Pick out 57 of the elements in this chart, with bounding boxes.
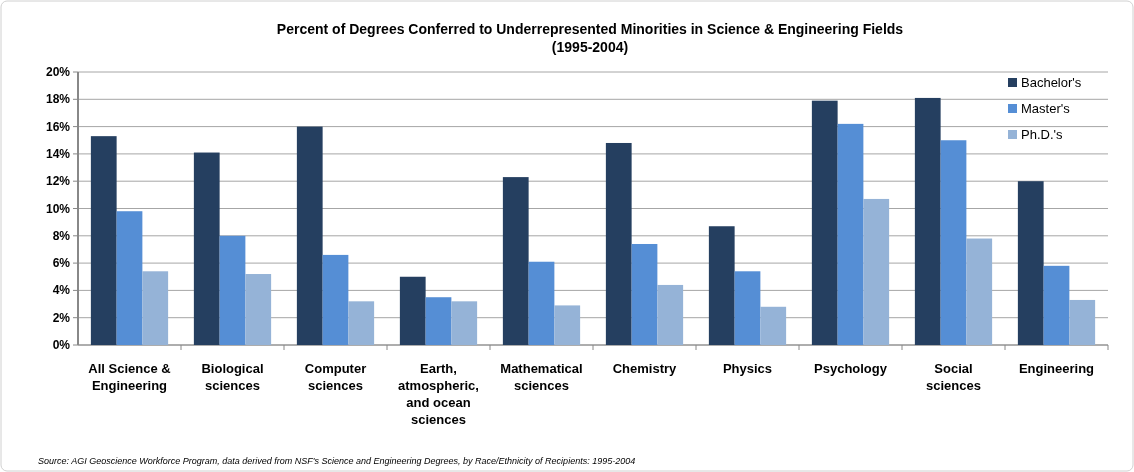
bar [142, 271, 169, 345]
bar [399, 276, 426, 345]
y-tick-label: 6% [52, 256, 71, 271]
bar [811, 100, 838, 345]
bar [1043, 265, 1070, 345]
legend-label: Ph.D.'s [1021, 127, 1063, 142]
y-tick-label: 2% [52, 310, 71, 325]
y-tick-label: 8% [52, 228, 71, 243]
bar [528, 261, 555, 345]
chart-subtitle: (1995-2004) [551, 39, 629, 55]
bar [219, 235, 246, 345]
y-tick-label: 14% [45, 146, 71, 161]
y-tick-label: 12% [45, 174, 71, 189]
bar [90, 136, 117, 345]
bar [657, 284, 684, 345]
bar [940, 140, 967, 345]
bar [1069, 299, 1096, 345]
y-tick-label: 4% [52, 283, 71, 298]
bar [863, 198, 890, 345]
bar [1017, 181, 1044, 345]
y-tick-label: 20% [45, 65, 71, 79]
bar [296, 126, 323, 345]
y-tick-label: 0% [52, 338, 71, 352]
bar [708, 226, 735, 345]
y-tick-label: 10% [45, 201, 71, 216]
bar [322, 254, 349, 345]
y-tick-label: 16% [45, 119, 71, 134]
x-tick-label: Engineering [1018, 361, 1095, 376]
bar [605, 142, 632, 345]
bar [554, 305, 581, 345]
x-tick-label: Mathematical sciences [500, 361, 583, 393]
bar [502, 177, 529, 345]
x-tick-label: Computer sciences [304, 361, 367, 393]
bar [245, 274, 272, 345]
y-tick-label: 18% [45, 92, 71, 107]
bar [760, 306, 787, 345]
bar [914, 97, 941, 345]
bar [631, 243, 658, 345]
source-note: Source: AGI Geoscience Workforce Program, data derived from NSF's Science and Engineering Degrees, by Race/Ethnicity of Recipients: 1995-2004 [38, 456, 636, 466]
legend-label: Master's [1021, 101, 1071, 116]
bar [348, 301, 375, 345]
bar [425, 297, 452, 345]
legend-label: Bachelor's [1021, 75, 1082, 90]
bar [966, 238, 993, 345]
bar [116, 211, 143, 345]
bar [734, 271, 761, 345]
x-tick-label: Biological sciences [201, 361, 264, 393]
x-tick-label: Earth, atmospheric, and ocean sciences [398, 361, 479, 427]
x-tick-label: All Science & Engineering [88, 361, 171, 393]
x-tick-label: Social sciences [926, 361, 981, 393]
x-tick-label: Physics [722, 361, 773, 376]
bar [837, 123, 864, 345]
x-tick-label: Chemistry [612, 361, 678, 376]
chart-title: Percent of Degrees Conferred to Underrepresented Minorities in Science & Engineering Fields [276, 21, 904, 37]
bar [193, 152, 220, 345]
bar [451, 301, 478, 345]
x-tick-label: Psychology [814, 361, 888, 376]
